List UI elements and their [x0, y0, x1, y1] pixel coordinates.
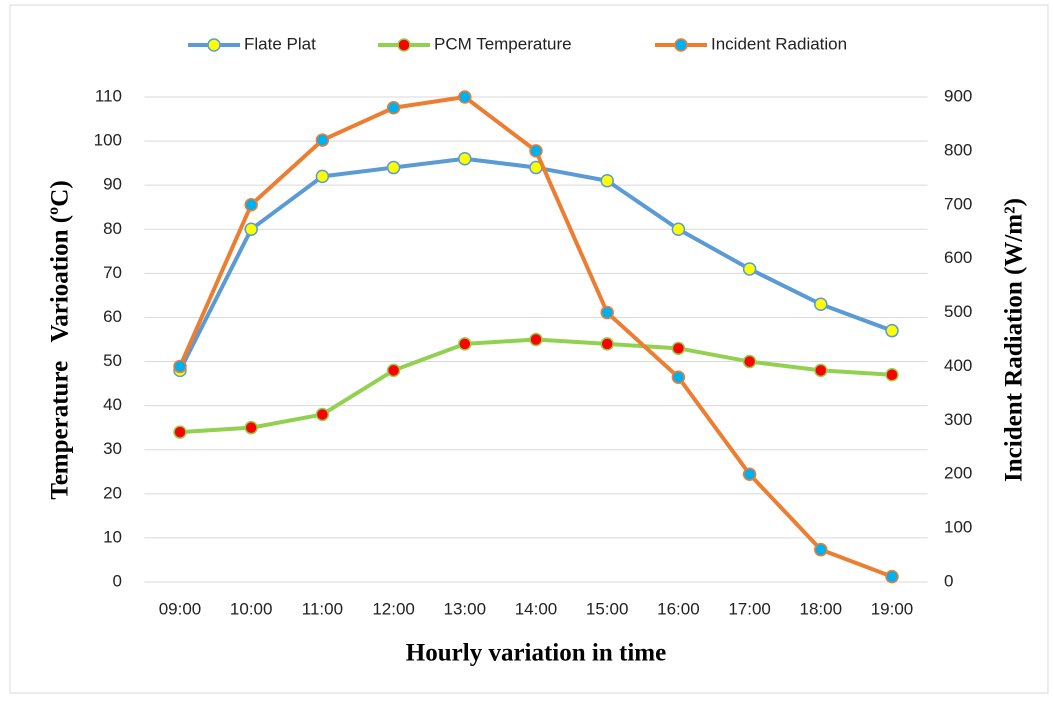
- legend-marker: [397, 38, 411, 52]
- marker: [885, 323, 899, 338]
- marker: [885, 368, 899, 382]
- marker: [671, 222, 686, 237]
- marker: [386, 101, 401, 115]
- y2-tick-label: 400: [944, 356, 972, 375]
- marker: [315, 133, 330, 147]
- marker: [458, 151, 472, 166]
- marker: [458, 337, 472, 351]
- legend-marker: [674, 38, 688, 52]
- marker: [386, 160, 401, 175]
- y-tick-label: 110: [95, 86, 122, 105]
- marker: [671, 370, 686, 384]
- x-tick-label: 10:00: [230, 599, 273, 618]
- marker: [173, 359, 187, 374]
- marker: [600, 174, 614, 188]
- marker: [386, 363, 401, 378]
- marker: [529, 332, 543, 347]
- marker: [814, 363, 828, 378]
- x-tick-label: 12:00: [372, 599, 415, 618]
- chart-border: [9, 4, 1049, 694]
- legend-label: Flate Plat: [244, 34, 316, 53]
- marker: [315, 169, 330, 184]
- marker: [173, 425, 187, 439]
- x-tick-label: 11:00: [302, 599, 343, 618]
- y2-tick-label: 800: [944, 140, 972, 159]
- marker: [244, 420, 258, 435]
- y2-tick-label: 500: [944, 302, 972, 321]
- legend-label: Incident Radiation: [711, 34, 847, 53]
- y-tick-label: 90: [103, 175, 122, 194]
- marker: [742, 354, 757, 369]
- y-tick-label: 0: [113, 571, 122, 590]
- legend-label: PCM Temperature: [434, 34, 572, 53]
- y-tick-label: 20: [103, 483, 122, 502]
- y2-tick-label: 700: [944, 194, 972, 213]
- y-tick-label: 10: [103, 527, 122, 546]
- marker: [529, 144, 543, 158]
- x-tick-label: 16:00: [657, 599, 700, 618]
- y2-tick-label: 300: [944, 410, 972, 429]
- marker: [885, 569, 899, 584]
- y-tick-label: 30: [103, 439, 122, 458]
- x-tick-label: 09:00: [159, 599, 202, 618]
- x-tick-label: 13:00: [444, 599, 487, 618]
- marker: [671, 341, 686, 356]
- y2-tick-label: 600: [944, 248, 972, 267]
- marker: [814, 297, 828, 311]
- y-tick-label: 60: [103, 307, 122, 326]
- marker: [814, 542, 828, 557]
- y2-tick-label: 100: [944, 518, 972, 537]
- x-axis-title: Hourly variation in time: [406, 640, 666, 667]
- marker: [315, 407, 330, 422]
- marker: [244, 222, 258, 237]
- y2-axis-title: Incident Radiation (W/m²): [1001, 198, 1028, 482]
- y-axis-title: Temperature Varioation (ºC): [47, 180, 74, 499]
- marker: [742, 467, 757, 481]
- marker: [742, 262, 757, 276]
- y2-tick-label: 200: [944, 464, 972, 483]
- y2-tick-label: 900: [944, 86, 972, 105]
- y2-tick-label: 0: [944, 571, 953, 590]
- marker: [458, 90, 472, 104]
- x-tick-label: 14:00: [515, 599, 558, 618]
- marker: [600, 305, 614, 320]
- y-tick-label: 50: [103, 351, 122, 370]
- x-tick-label: 17:00: [728, 599, 771, 618]
- y-tick-label: 80: [103, 219, 122, 238]
- y-tick-label: 70: [103, 263, 122, 282]
- x-tick-label: 15:00: [586, 599, 629, 618]
- x-tick-label: 19:00: [871, 599, 914, 618]
- marker: [600, 337, 614, 351]
- legend-marker: [207, 38, 221, 52]
- y-tick-label: 100: [94, 131, 122, 150]
- marker: [244, 198, 258, 212]
- x-tick-label: 18:00: [800, 599, 843, 618]
- y-tick-label: 40: [103, 395, 122, 414]
